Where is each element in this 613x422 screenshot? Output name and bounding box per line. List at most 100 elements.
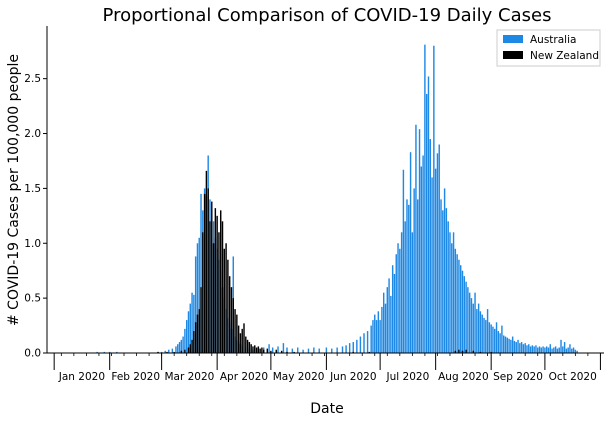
bar-new-zealand-4 [184,349,186,353]
bar-australia-22 [194,256,197,353]
y-axis-label: # COVID-19 Cases per 100,000 people [6,54,22,326]
bar-new-zealand-13 [202,232,204,353]
bar-new-zealand-35 [241,328,243,353]
bar-australia-137 [479,311,482,353]
bar-new-zealand-25 [223,248,226,353]
bar-australia-147 [497,331,500,353]
bar-australia-12 [177,344,179,353]
bar-australia-158 [517,339,519,353]
bar-australia-133 [472,303,474,353]
bar-new-zealand-23 [220,210,222,353]
bar-australia-19 [189,303,191,353]
legend-swatch-new-zealand [503,51,523,59]
x-tick-label-5: Jun 2020 [329,371,376,383]
bar-new-zealand-34 [239,333,242,353]
bar-australia-20 [191,292,193,353]
bar-australia-18 [187,311,190,353]
bar-australia-175 [547,347,550,353]
bar-australia-79 [375,320,378,353]
bar-australia-83 [382,292,385,353]
bar-australia-191 [576,350,578,353]
legend-label-australia: Australia [530,34,576,46]
bar-new-zealand-37 [245,336,247,353]
bar-australia-65 [325,347,328,353]
bar-australia-190 [574,349,577,353]
bar-australia-60 [297,347,299,353]
bar-new-zealand-42 [254,345,256,353]
bar-australia-9 [168,349,170,353]
y-tick-label-4: 2.0 [24,128,41,140]
bar-australia-189 [572,347,575,353]
bar-australia-186 [567,347,569,353]
bar-australia-171 [540,347,543,353]
bar-new-zealand-3 [180,350,183,353]
bar-australia-86 [388,278,390,353]
bar-new-zealand-46 [261,347,263,353]
bar-new-zealand-51 [280,350,283,353]
bar-australia-150 [502,335,505,353]
bar-new-zealand-44 [257,346,260,353]
bar-australia-91 [397,243,399,353]
bar-new-zealand-12 [200,287,202,353]
bar-australia-88 [391,265,394,353]
bar-australia-16 [184,328,186,353]
bar-australia-145 [494,328,496,353]
bar-australia-120 [449,232,451,353]
bar-new-zealand-36 [243,323,245,353]
bar-australia-76 [370,325,372,353]
bar-new-zealand-19 [212,243,215,353]
bar-new-zealand-5 [187,347,190,353]
bar-australia-123 [454,248,457,353]
bar-australia-98 [409,152,412,353]
bar-new-zealand-47 [262,349,265,353]
plot-frame [46,26,604,354]
x-tick-label-4: May 2020 [273,371,325,383]
x-tick-label-1: Feb 2020 [111,371,160,383]
bar-australia-160 [520,342,523,353]
x-tick-label-7: Aug 2020 [438,371,489,383]
bar-australia-99 [411,232,414,353]
bar-new-zealand-8 [193,331,195,353]
bar-australia-7 [160,351,163,353]
x-axis-label: Date [310,401,343,417]
bar-new-zealand-59 [465,349,467,353]
bar-australia-140 [485,320,487,353]
bar-australia-185 [565,348,568,353]
bar-australia-162 [524,343,526,353]
bar-australia-87 [390,295,392,353]
bar-australia-138 [481,314,483,353]
bar-australia-73 [359,336,362,353]
bar-new-zealand-1 [166,351,168,353]
bar-australia-152 [506,337,508,353]
bar-australia-151 [504,336,507,353]
bar-australia-166 [531,345,534,353]
series-new-zealand-bars [157,170,492,353]
bar-australia-96 [406,199,408,353]
bar-new-zealand-17 [209,221,211,353]
bar-australia-84 [384,303,387,353]
bar-new-zealand-0 [157,351,159,353]
bar-australia-82 [381,306,383,353]
bar-new-zealand-15 [205,170,208,353]
bar-australia-128 [463,276,466,353]
x-tick-label-6: Jul 2020 [386,371,430,383]
bar-australia-188 [571,348,573,353]
bar-australia-180 [556,348,559,353]
bar-australia-100 [413,188,415,353]
bar-australia-81 [379,320,381,353]
bar-new-zealand-30 [232,298,234,353]
bar-australia-0 [96,351,98,353]
bar-new-zealand-49 [270,350,272,353]
bar-australia-136 [477,303,480,353]
bar-new-zealand-14 [203,193,206,353]
bar-australia-154 [510,339,512,353]
bar-new-zealand-18 [211,201,213,353]
bar-australia-131 [468,292,471,353]
bar-australia-113 [436,153,439,353]
bar-australia-155 [511,336,514,353]
bar-australia-134 [474,292,476,353]
bar-australia-115 [440,199,442,353]
bar-australia-89 [393,273,396,353]
bar-australia-102 [417,199,419,353]
bar-new-zealand-29 [230,287,233,353]
